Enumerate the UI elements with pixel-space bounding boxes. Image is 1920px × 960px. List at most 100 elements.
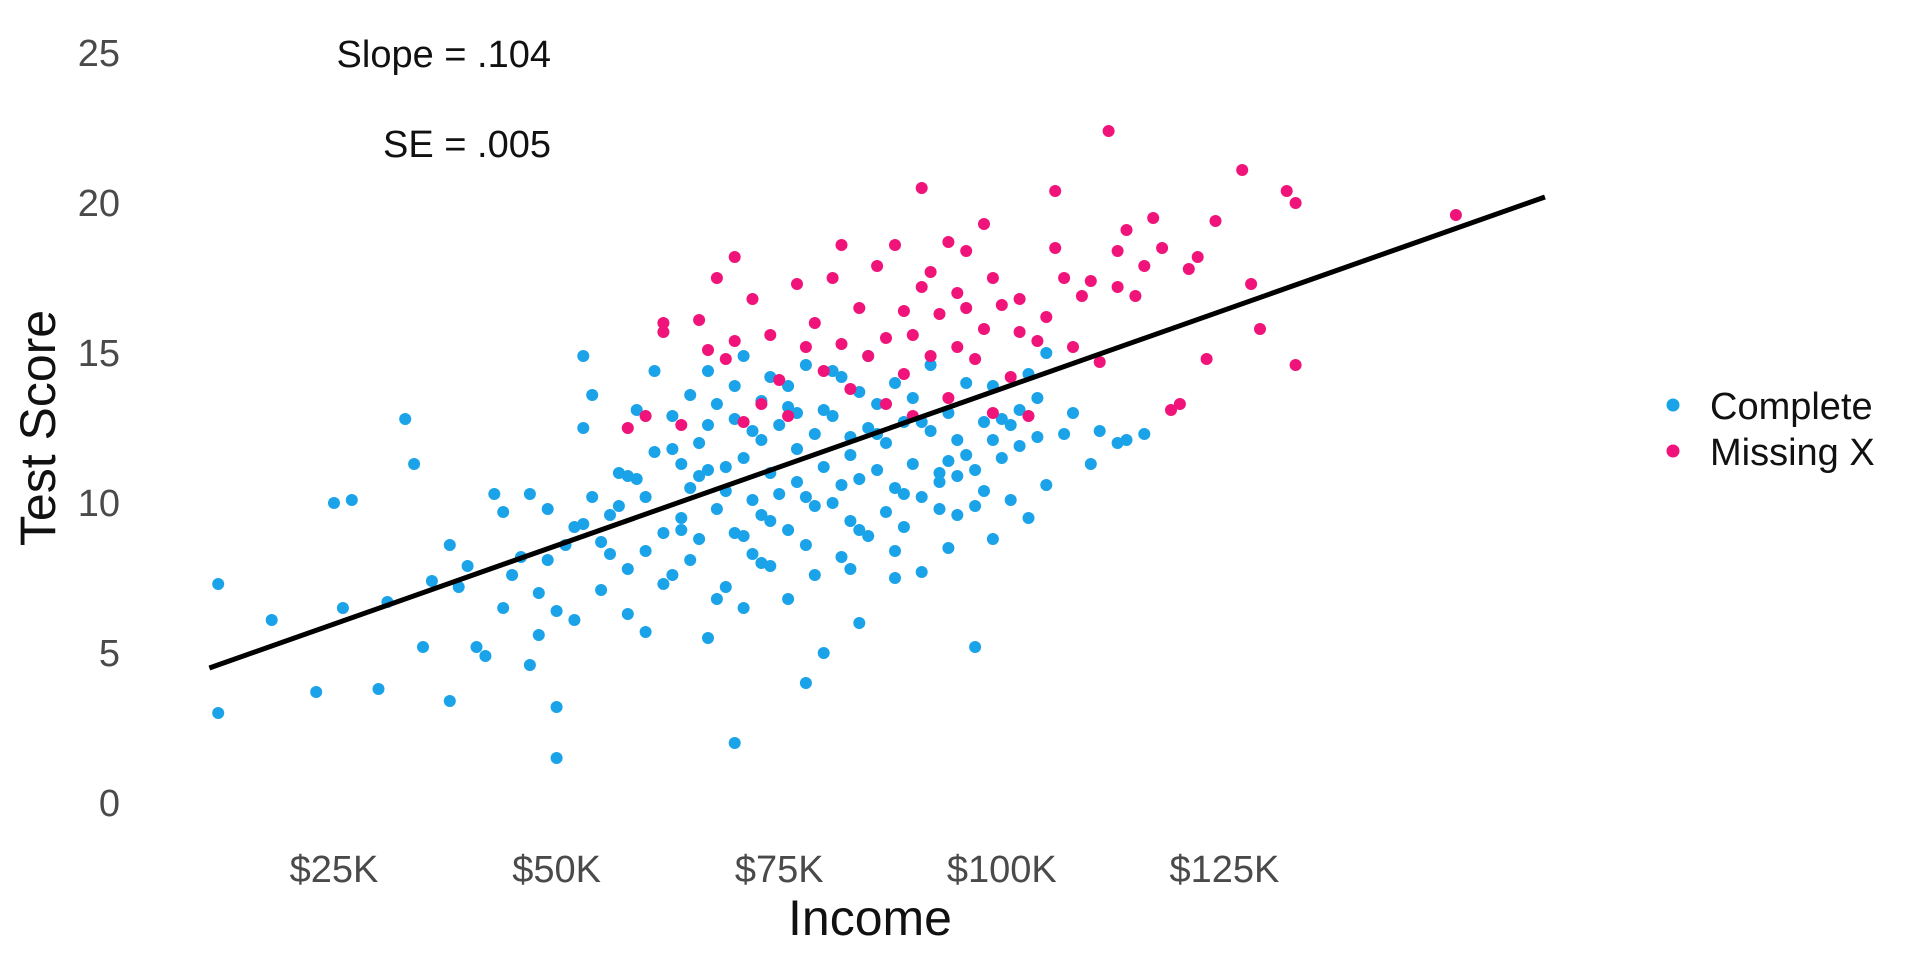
point-complete — [648, 446, 661, 458]
point-complete — [746, 548, 759, 560]
point-missing-x — [1209, 215, 1222, 227]
point-complete — [862, 422, 875, 434]
point-complete — [933, 503, 946, 515]
point-complete — [969, 464, 982, 476]
legend-complete-label: Complete — [1710, 386, 1873, 428]
point-missing-x — [1120, 224, 1133, 236]
point-missing-x — [897, 305, 910, 317]
point-complete — [550, 701, 563, 713]
point-complete — [782, 380, 795, 392]
point-complete — [826, 497, 839, 509]
point-missing-x — [986, 272, 999, 284]
legend: Complete Missing X — [1666, 386, 1875, 474]
point-missing-x — [1111, 245, 1124, 257]
point-complete — [897, 488, 910, 500]
point-complete — [1040, 479, 1053, 491]
point-complete — [817, 404, 830, 416]
point-complete — [719, 461, 732, 473]
point-complete — [657, 578, 670, 590]
point-complete — [336, 602, 349, 614]
y-tick-label: 25 — [78, 33, 120, 75]
se-annotation: SE = .005 — [383, 124, 551, 166]
point-complete — [710, 398, 723, 410]
point-complete — [586, 389, 599, 401]
point-complete — [897, 521, 910, 533]
point-missing-x — [826, 272, 839, 284]
point-complete — [817, 647, 830, 659]
y-tick-label: 20 — [78, 183, 120, 225]
point-missing-x — [960, 302, 973, 314]
point-complete — [443, 695, 456, 707]
point-complete — [986, 434, 999, 446]
point-complete — [826, 410, 839, 422]
point-complete — [737, 530, 750, 542]
point-missing-x — [1236, 164, 1249, 176]
point-complete — [889, 377, 901, 389]
point-complete — [951, 434, 964, 446]
point-missing-x — [951, 287, 964, 299]
point-missing-x — [1013, 293, 1026, 305]
point-complete — [710, 503, 723, 515]
point-complete — [212, 707, 225, 719]
point-missing-x — [960, 245, 973, 257]
point-complete — [737, 350, 750, 362]
point-complete — [479, 650, 492, 662]
point-complete — [844, 515, 857, 527]
point-complete — [604, 548, 616, 560]
point-complete — [986, 533, 999, 545]
point-missing-x — [675, 419, 688, 431]
point-complete — [702, 365, 714, 377]
point-missing-x — [978, 218, 990, 230]
point-complete — [915, 566, 928, 578]
point-missing-x — [1191, 251, 1204, 263]
point-complete — [684, 482, 697, 494]
point-complete — [951, 509, 964, 521]
point-complete — [799, 491, 812, 503]
point-complete — [541, 503, 554, 515]
y-tick-label: 5 — [99, 633, 120, 675]
point-complete — [808, 569, 821, 581]
point-missing-x — [924, 266, 937, 278]
point-complete — [808, 428, 821, 440]
point-complete — [853, 473, 866, 485]
point-complete — [666, 443, 679, 455]
point-complete — [835, 551, 848, 563]
point-complete — [889, 572, 901, 584]
legend-missing-x-label: Missing X — [1710, 432, 1875, 474]
point-complete — [782, 524, 795, 536]
point-complete — [862, 530, 875, 542]
legend-missing-x-marker — [1666, 444, 1680, 458]
point-missing-x — [1280, 185, 1293, 197]
point-missing-x — [1156, 242, 1169, 254]
point-missing-x — [1093, 356, 1106, 368]
point-missing-x — [915, 182, 928, 194]
point-missing-x — [1449, 209, 1462, 221]
point-missing-x — [880, 332, 892, 344]
point-missing-x — [1182, 263, 1195, 275]
point-missing-x — [1111, 281, 1124, 293]
point-complete — [328, 497, 340, 509]
point-missing-x — [862, 350, 875, 362]
point-missing-x — [799, 341, 812, 353]
point-missing-x — [951, 341, 964, 353]
point-missing-x — [1031, 335, 1044, 347]
point-complete — [995, 413, 1008, 425]
point-missing-x — [942, 392, 955, 404]
point-complete — [684, 389, 697, 401]
point-missing-x — [773, 374, 786, 386]
x-tick-label: $100K — [947, 849, 1057, 891]
point-missing-x — [933, 308, 946, 320]
x-tick-label: $25K — [290, 849, 379, 891]
point-complete — [417, 641, 429, 653]
point-missing-x — [808, 317, 821, 329]
point-missing-x — [906, 329, 919, 341]
point-missing-x — [737, 416, 750, 428]
point-complete — [889, 545, 901, 557]
point-complete — [951, 470, 964, 482]
point-missing-x — [782, 410, 795, 422]
point-missing-x — [924, 350, 937, 362]
point-missing-x — [1040, 311, 1053, 323]
point-complete — [969, 641, 982, 653]
point-complete — [1138, 428, 1151, 440]
point-complete — [577, 518, 590, 530]
